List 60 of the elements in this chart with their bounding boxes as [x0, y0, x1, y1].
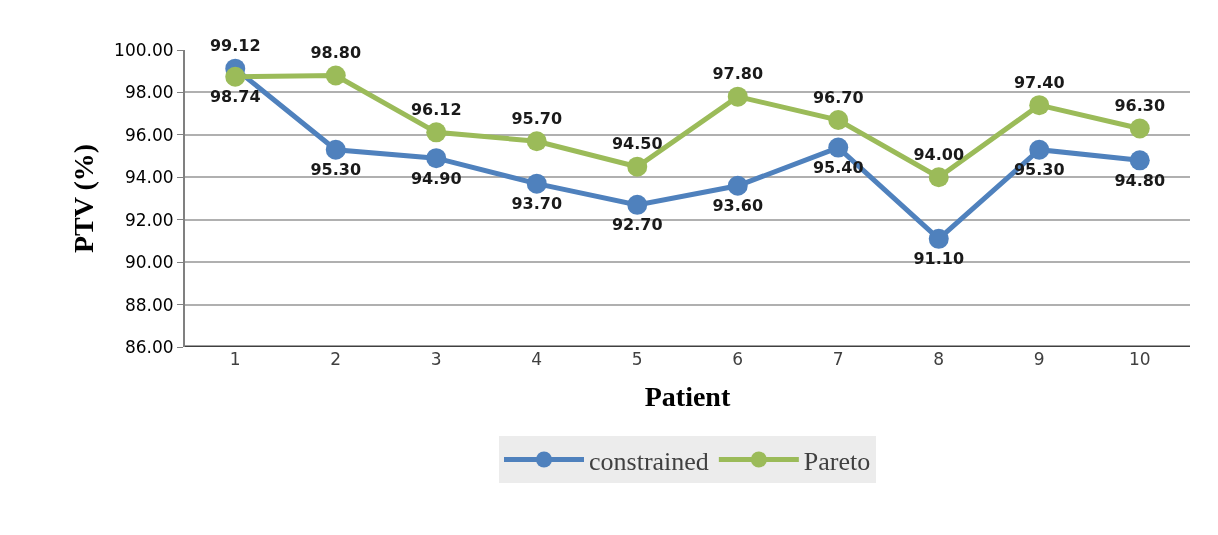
y-tick-label: 100.00: [114, 39, 174, 60]
x-tick-label: 9: [1033, 349, 1045, 369]
data-label: 91.10: [913, 249, 965, 269]
point: [1029, 139, 1050, 160]
point: [627, 194, 648, 215]
point: [526, 173, 547, 194]
data-label: 92.70: [611, 215, 663, 235]
data-label: 95.70: [511, 108, 563, 128]
point: [325, 65, 346, 86]
point: [627, 156, 648, 177]
y-tick-label: 86.00: [124, 336, 174, 357]
y-tick-label: 88.00: [124, 294, 174, 315]
legend-label: Pareto: [803, 446, 871, 476]
x-tick-label: 1: [229, 349, 241, 369]
data-label: 93.70: [511, 194, 563, 214]
data-label: 94.50: [611, 134, 663, 154]
y-tick-label: 90.00: [124, 252, 174, 273]
point: [325, 139, 346, 160]
y-tick-label: 92.00: [124, 209, 174, 230]
x-tick-label: 6: [732, 349, 744, 369]
y-axis-title: PTV (%): [68, 143, 100, 254]
data-label: 93.60: [712, 196, 764, 216]
data-label: 95.30: [1013, 160, 1065, 180]
point: [1129, 118, 1150, 139]
point: [1029, 95, 1050, 116]
data-label: 98.74: [209, 87, 261, 107]
y-tick-label: 98.00: [124, 82, 174, 103]
data-label: 97.80: [712, 64, 764, 84]
point: [225, 66, 246, 87]
data-label: 95.30: [310, 160, 362, 180]
point: [426, 122, 447, 143]
x-tick-label: 5: [631, 349, 643, 369]
point: [1129, 150, 1150, 171]
point: [426, 148, 447, 169]
data-label: 99.12: [209, 36, 261, 56]
data-label: 96.12: [410, 99, 462, 119]
x-tick-label: 2: [330, 349, 342, 369]
x-axis-title: Patient: [644, 381, 731, 413]
point: [828, 110, 849, 130]
y-tick-label: 96.00: [124, 124, 174, 145]
x-tick-label: 3: [430, 349, 442, 369]
legend-label: constrained: [589, 446, 709, 476]
x-tick-label: 7: [832, 349, 844, 369]
data-label: 96.70: [812, 87, 864, 107]
point: [727, 175, 748, 196]
data-label: 98.80: [310, 42, 362, 62]
x-tick-label: 4: [531, 349, 543, 369]
data-label: 94.00: [913, 144, 965, 164]
point: [928, 167, 949, 188]
point: [526, 131, 547, 152]
data-label: 97.40: [1013, 72, 1065, 92]
point: [727, 86, 748, 107]
data-label: 96.30: [1114, 95, 1166, 115]
x-tick-label: 8: [933, 349, 945, 369]
data-label: 94.90: [410, 168, 462, 188]
point: [928, 228, 949, 249]
data-label: 94.80: [1114, 170, 1166, 190]
y-tick-label: 94.00: [124, 167, 174, 188]
point: [828, 137, 849, 158]
x-tick-label: 10: [1128, 349, 1151, 369]
